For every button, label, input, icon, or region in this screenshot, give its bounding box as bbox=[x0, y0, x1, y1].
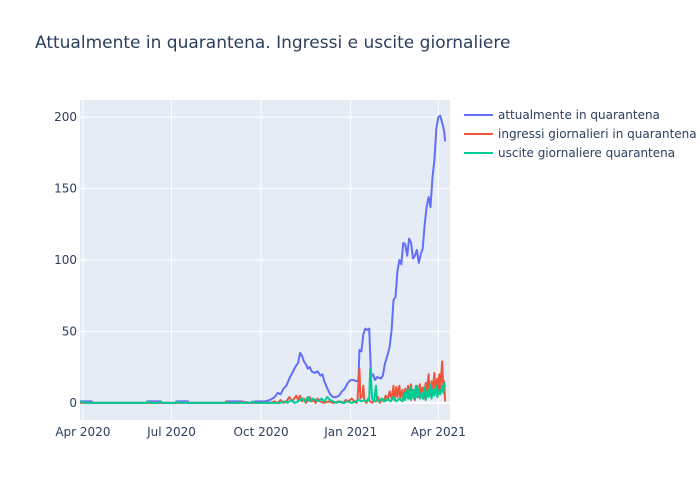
legend[interactable]: attualmente in quarantena ingressi giorna… bbox=[464, 108, 697, 160]
x-tick-label: Oct 2020 bbox=[234, 425, 289, 439]
legend-label: attualmente in quarantena bbox=[498, 108, 660, 122]
legend-item[interactable]: ingressi giornalieri in quarantena bbox=[464, 127, 697, 141]
chart-title: Attualmente in quarantena. Ingressi e us… bbox=[35, 33, 511, 53]
series-line-3[interactable] bbox=[79, 367, 447, 404]
legend-label: uscite giornaliere quarantena bbox=[498, 146, 675, 160]
x-tick-label: Apr 2020 bbox=[55, 425, 110, 439]
y-tick-label: 200 bbox=[54, 110, 77, 124]
legend-item[interactable]: attualmente in quarantena bbox=[464, 108, 660, 122]
y-tick-label: 150 bbox=[54, 182, 77, 196]
legend-label: ingressi giornalieri in quarantena bbox=[498, 127, 697, 141]
legend-item[interactable]: uscite giornaliere quarantena bbox=[464, 146, 675, 160]
y-axis-ticks: 0 50 100 150 200 bbox=[54, 110, 77, 410]
x-tick-label: Apr 2021 bbox=[411, 425, 466, 439]
y-tick-label: 100 bbox=[54, 253, 77, 267]
y-tick-label: 0 bbox=[69, 396, 77, 410]
series-layer bbox=[79, 114, 447, 404]
x-tick-label: Jan 2021 bbox=[323, 425, 377, 439]
x-axis-ticks: Apr 2020 Jul 2020 Oct 2020 Jan 2021 Apr 2021 bbox=[55, 425, 466, 439]
x-tick-label: Jul 2020 bbox=[146, 425, 196, 439]
series-line-1[interactable] bbox=[80, 114, 447, 404]
y-tick-label: 50 bbox=[62, 324, 77, 338]
